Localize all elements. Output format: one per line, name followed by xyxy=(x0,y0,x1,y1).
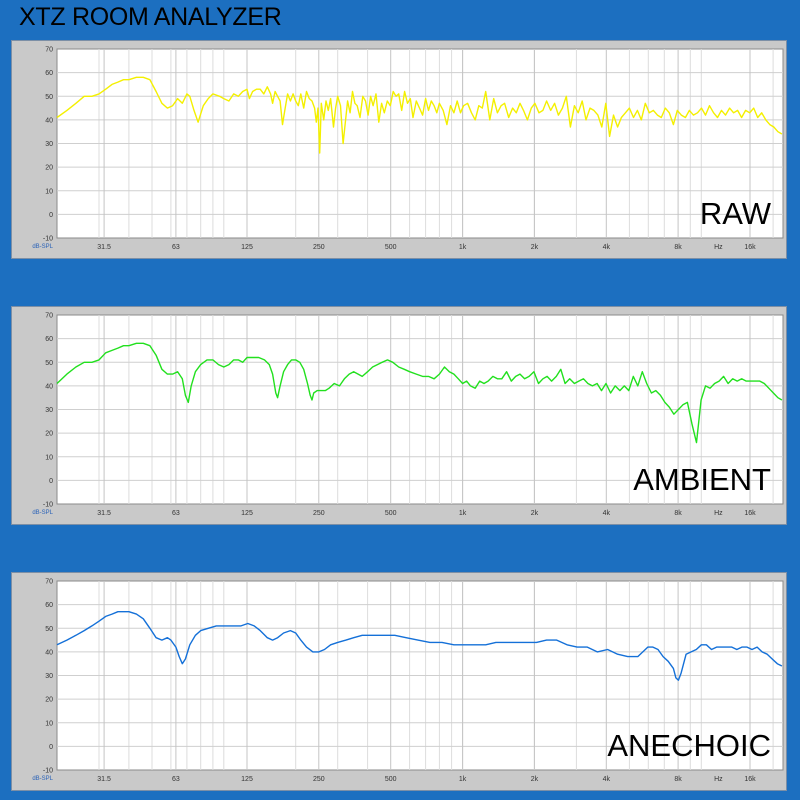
ambient-series-line xyxy=(56,342,783,444)
anechoic-xtick-label: 1k xyxy=(459,776,467,783)
anechoic-mode-label: ANECHOIC xyxy=(607,728,771,763)
ambient-ytick-label: 70 xyxy=(45,313,53,320)
raw-ytick-label: 40 xyxy=(45,117,53,124)
raw-ytick-label: 70 xyxy=(45,47,53,54)
anechoic-xtick-label: 125 xyxy=(241,776,253,783)
raw-xtick-label: 63 xyxy=(172,244,180,251)
ambient-xtick-label: 2k xyxy=(531,510,539,517)
raw-xtick-label: 500 xyxy=(385,244,397,251)
ambient-ytick-label: 0 xyxy=(49,478,53,485)
anechoic-chart: 70 60 50 40 30 20 10 0 -10 31.5 63 125 250 500 1k 2k 4k 8… xyxy=(32,579,784,783)
anechoic-xtick-label: 250 xyxy=(313,776,325,783)
app-title: XTZ ROOM ANALYZER xyxy=(19,3,282,31)
anechoic-xtick-label: 63 xyxy=(172,776,180,783)
anechoic-ytick-label: 40 xyxy=(45,649,53,656)
raw-ytick-label: 30 xyxy=(45,141,53,148)
raw-ytick-label: 50 xyxy=(45,94,53,101)
ambient-xtick-label: 31.5 xyxy=(97,510,111,517)
raw-xtick-label: 31.5 xyxy=(97,244,111,251)
anechoic-ytick-label: 50 xyxy=(45,626,53,633)
raw-ytick-label: 10 xyxy=(45,188,53,195)
raw-ytick-label: 0 xyxy=(49,212,53,219)
raw-series-line xyxy=(56,76,783,154)
anechoic-x-unit: Hz xyxy=(714,776,723,783)
ambient-ytick-label: 50 xyxy=(45,360,53,367)
ambient-mode-label: AMBIENT xyxy=(633,462,771,497)
raw-xtick-label: 4k xyxy=(603,244,611,251)
ambient-xtick-label: 1k xyxy=(459,510,467,517)
raw-xtick-label: 125 xyxy=(241,244,253,251)
ambient-ytick-label: 40 xyxy=(45,383,53,390)
anechoic-ytick-label: 60 xyxy=(45,602,53,609)
anechoic-ytick-label: 10 xyxy=(45,720,53,727)
anechoic-ytick-label: 20 xyxy=(45,697,53,704)
anechoic-xtick-label: 8k xyxy=(674,776,682,783)
ambient-xtick-label: 250 xyxy=(313,510,325,517)
anechoic-xtick-label: 500 xyxy=(385,776,397,783)
ambient-grid xyxy=(57,315,783,504)
raw-ytick-label: 60 xyxy=(45,70,53,77)
anechoic-series-line xyxy=(56,611,783,681)
raw-xtick-label: 8k xyxy=(674,244,682,251)
raw-panel: 70 60 50 40 30 20 10 0 -10 31.5 63 125 250 500 1k 2k 4k 8… xyxy=(11,40,787,259)
anechoic-xtick-label: 4k xyxy=(603,776,611,783)
ambient-xtick-label: 16k xyxy=(744,510,756,517)
raw-ytick-label: 20 xyxy=(45,165,53,172)
ambient-ytick-label: 10 xyxy=(45,454,53,461)
anechoic-xtick-label: 31.5 xyxy=(97,776,111,783)
anechoic-ytick-label: 70 xyxy=(45,579,53,586)
ambient-ytick-label: -10 xyxy=(43,502,53,509)
ambient-ytick-label: 30 xyxy=(45,407,53,414)
anechoic-ytick-label: 0 xyxy=(49,744,53,751)
ambient-xtick-label: 500 xyxy=(385,510,397,517)
raw-xtick-label: 250 xyxy=(313,244,325,251)
ambient-panel: 70 60 50 40 30 20 10 0 -10 31.5 63 125 250 500 1k 2k 4k 8… xyxy=(11,306,787,525)
raw-xtick-label: 1k xyxy=(459,244,467,251)
ambient-xtick-label: 8k xyxy=(674,510,682,517)
ambient-x-unit: Hz xyxy=(714,510,723,517)
anechoic-y-unit: dB-SPL xyxy=(32,776,53,782)
anechoic-ytick-label: 30 xyxy=(45,673,53,680)
ambient-xtick-label: 125 xyxy=(241,510,253,517)
raw-xtick-label: 2k xyxy=(531,244,539,251)
anechoic-panel: 70 60 50 40 30 20 10 0 -10 31.5 63 125 250 500 1k 2k 4k 8… xyxy=(11,572,787,791)
ambient-ytick-label: 60 xyxy=(45,336,53,343)
anechoic-ytick-label: -10 xyxy=(43,768,53,775)
ambient-xtick-label: 4k xyxy=(603,510,611,517)
ambient-y-unit: dB-SPL xyxy=(32,510,53,516)
ambient-xtick-label: 63 xyxy=(172,510,180,517)
raw-ytick-label: -10 xyxy=(43,236,53,243)
anechoic-xtick-label: 16k xyxy=(744,776,756,783)
raw-y-unit: dB-SPL xyxy=(32,244,53,250)
ambient-chart: 70 60 50 40 30 20 10 0 -10 31.5 63 125 250 500 1k 2k 4k 8… xyxy=(32,313,784,517)
raw-mode-label: RAW xyxy=(700,196,772,231)
ambient-ytick-label: 20 xyxy=(45,431,53,438)
raw-xtick-label: 16k xyxy=(744,244,756,251)
raw-x-unit: Hz xyxy=(714,244,723,251)
raw-chart: 70 60 50 40 30 20 10 0 -10 31.5 63 125 250 500 1k 2k 4k 8… xyxy=(32,47,784,251)
anechoic-xtick-label: 2k xyxy=(531,776,539,783)
